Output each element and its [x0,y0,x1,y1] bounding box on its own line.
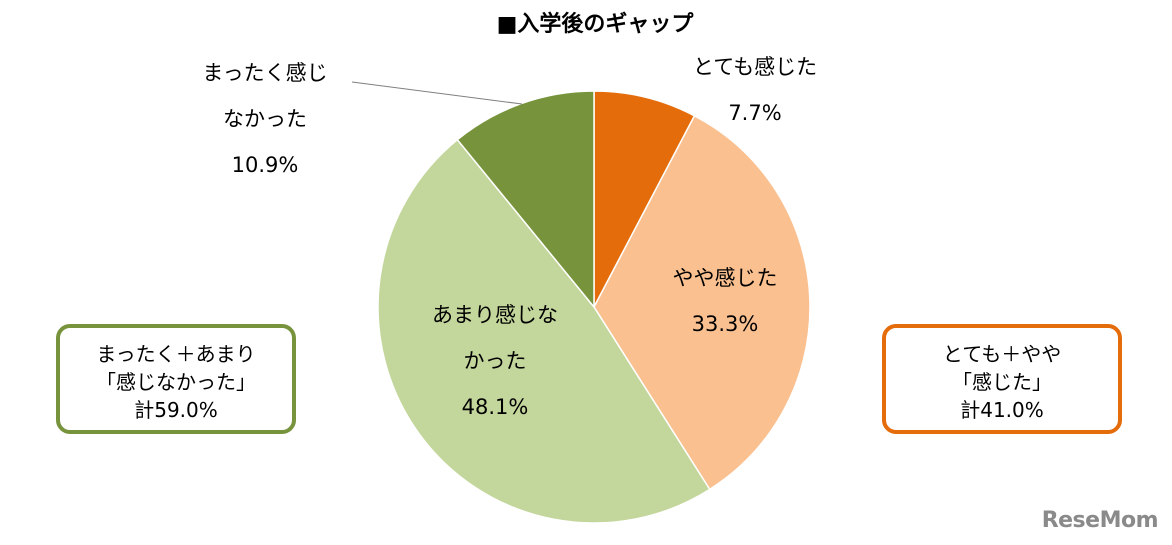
slice-value: 10.9% [231,153,299,177]
label-mattaku: まったく感じ なかった 10.9% [180,50,350,188]
label-amari: あまり感じな かった 48.1% [410,292,580,430]
pie-slice-2 [377,138,711,524]
pie-slice-1 [593,114,811,491]
summary-line: 「感じなかった」 [96,370,256,394]
summary-line: とても＋やや [942,342,1062,366]
slice-label: あまり感じな [432,303,558,327]
label-yaya: やや感じた 33.3% [650,255,800,347]
label-totemo: とても感じた 7.7% [680,44,830,136]
chart-title: ■入学後のギャップ [496,12,694,37]
watermark-logo: ReseMom [1041,508,1159,533]
summary-line: まったく＋あまり [96,342,256,366]
slice-label: かった [463,349,527,373]
summary-box-not-felt: まったく＋あまり 「感じなかった」 計59.0% [56,324,296,434]
pie-slice-0 [593,90,696,308]
slice-label: とても感じた [692,55,818,79]
leader-line [351,81,523,105]
summary-line: 計59.0% [134,398,218,422]
summary-line: 計41.0% [960,398,1044,422]
slice-label: まったく感じ [202,61,328,85]
slice-value: 7.7% [728,101,782,125]
slice-value: 48.1% [461,395,529,419]
slice-value: 33.3% [691,312,759,336]
slice-label: なかった [223,107,307,131]
slice-label: やや感じた [672,266,778,290]
summary-box-felt: とても＋やや 「感じた」 計41.0% [882,324,1122,434]
summary-line: 「感じた」 [952,370,1052,394]
